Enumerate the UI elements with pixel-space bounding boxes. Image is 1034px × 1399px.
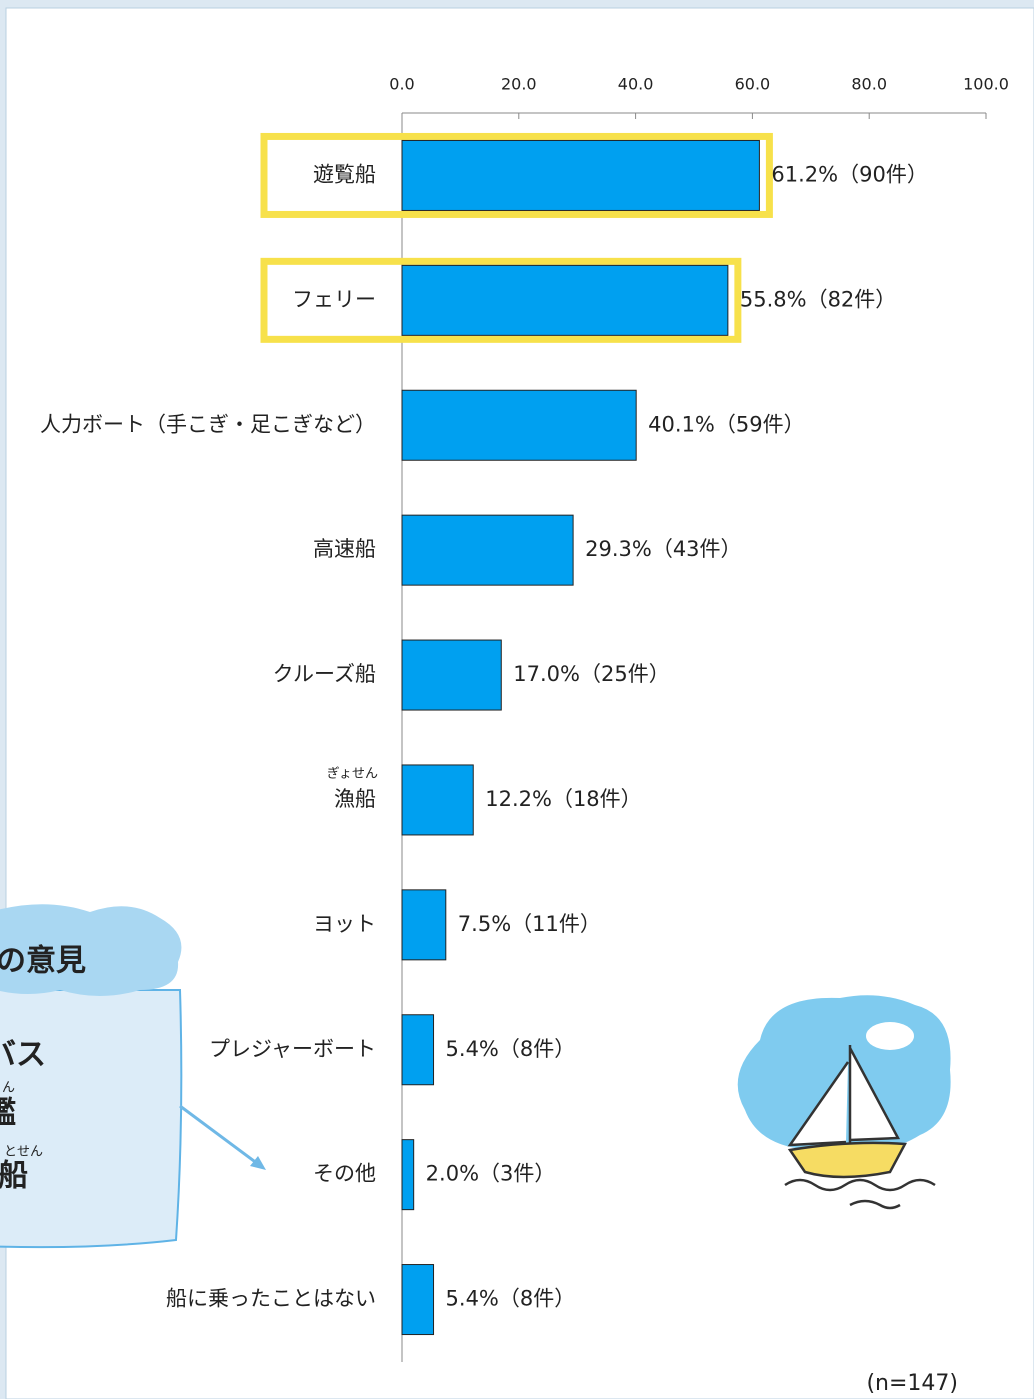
data-label: 40.1%（59件） bbox=[648, 412, 804, 436]
bar bbox=[401, 889, 447, 961]
y-tick-label: 人力ボート（手こぎ・足こぎなど） bbox=[40, 412, 376, 436]
callout: の意見 バス ん 艦 とせん 渡船 bbox=[0, 904, 266, 1249]
bar bbox=[401, 639, 502, 711]
data-label: 55.8%（82件） bbox=[740, 287, 896, 311]
y-tick-label: ヨット bbox=[313, 912, 376, 936]
x-tick-label: 20.0 bbox=[501, 75, 537, 94]
bar bbox=[401, 1264, 435, 1336]
data-label: 7.5%（11件） bbox=[458, 912, 601, 936]
data-label: 2.0%（3件） bbox=[426, 1162, 556, 1186]
plot: 0.0 20.0 40.0 60.0 80.0 100.0 遊覧船 61.2%（90件） フェリ… bbox=[40, 75, 1009, 1362]
bar bbox=[401, 1014, 435, 1086]
bar bbox=[401, 139, 760, 211]
data-label: 61.2%（90件） bbox=[771, 162, 927, 186]
data-label: 17.0%（25件） bbox=[513, 662, 669, 686]
y-tick-label: 漁船 bbox=[334, 787, 376, 811]
callout-item: 渡船 bbox=[0, 1159, 28, 1194]
y-tick-label: 高速船 bbox=[313, 537, 376, 561]
callout-cloud bbox=[0, 904, 182, 996]
y-tick-label: クルーズ船 bbox=[273, 662, 376, 686]
callout-arrow bbox=[179, 1104, 259, 1166]
bar bbox=[401, 264, 729, 336]
x-tick-label: 100.0 bbox=[963, 75, 1009, 94]
callout-ruby: ん bbox=[2, 1081, 15, 1096]
x-tick-label: 80.0 bbox=[851, 75, 887, 94]
callout-box bbox=[0, 989, 183, 1249]
ruby: ぎょせん bbox=[327, 766, 378, 781]
bar bbox=[401, 1139, 415, 1211]
x-tick-label: 60.0 bbox=[735, 75, 771, 94]
y-tick-label: 遊覧船 bbox=[313, 162, 376, 186]
x-tick-label: 40.0 bbox=[618, 75, 654, 94]
y-tick-label: フェリー bbox=[292, 287, 376, 311]
boat-illustration bbox=[737, 995, 951, 1210]
highlight-box bbox=[260, 257, 742, 343]
callout-arrowhead bbox=[250, 1156, 266, 1170]
y-tick-label: 船に乗ったことはない bbox=[166, 1287, 376, 1311]
data-label: 29.3%（43件） bbox=[585, 537, 741, 561]
sample-size-note: (n=147) bbox=[866, 1371, 958, 1396]
data-label: 12.2%（18件） bbox=[485, 787, 641, 811]
data-label: 5.4%（8件） bbox=[446, 1037, 576, 1061]
x-tick-label: 0.0 bbox=[389, 75, 414, 94]
y-tick-label: プレジャーボート bbox=[209, 1037, 376, 1061]
bar bbox=[401, 514, 574, 586]
bar bbox=[401, 764, 474, 836]
callout-item: 艦 bbox=[0, 1096, 16, 1131]
callout-ruby: とせん bbox=[4, 1145, 43, 1160]
callout-item: バス bbox=[0, 1038, 46, 1073]
callout-title: の意見 bbox=[0, 944, 86, 979]
bar bbox=[401, 389, 637, 461]
data-label: 5.4%（8件） bbox=[446, 1287, 576, 1311]
highlight-box bbox=[260, 132, 773, 218]
y-tick-label: その他 bbox=[313, 1162, 376, 1186]
